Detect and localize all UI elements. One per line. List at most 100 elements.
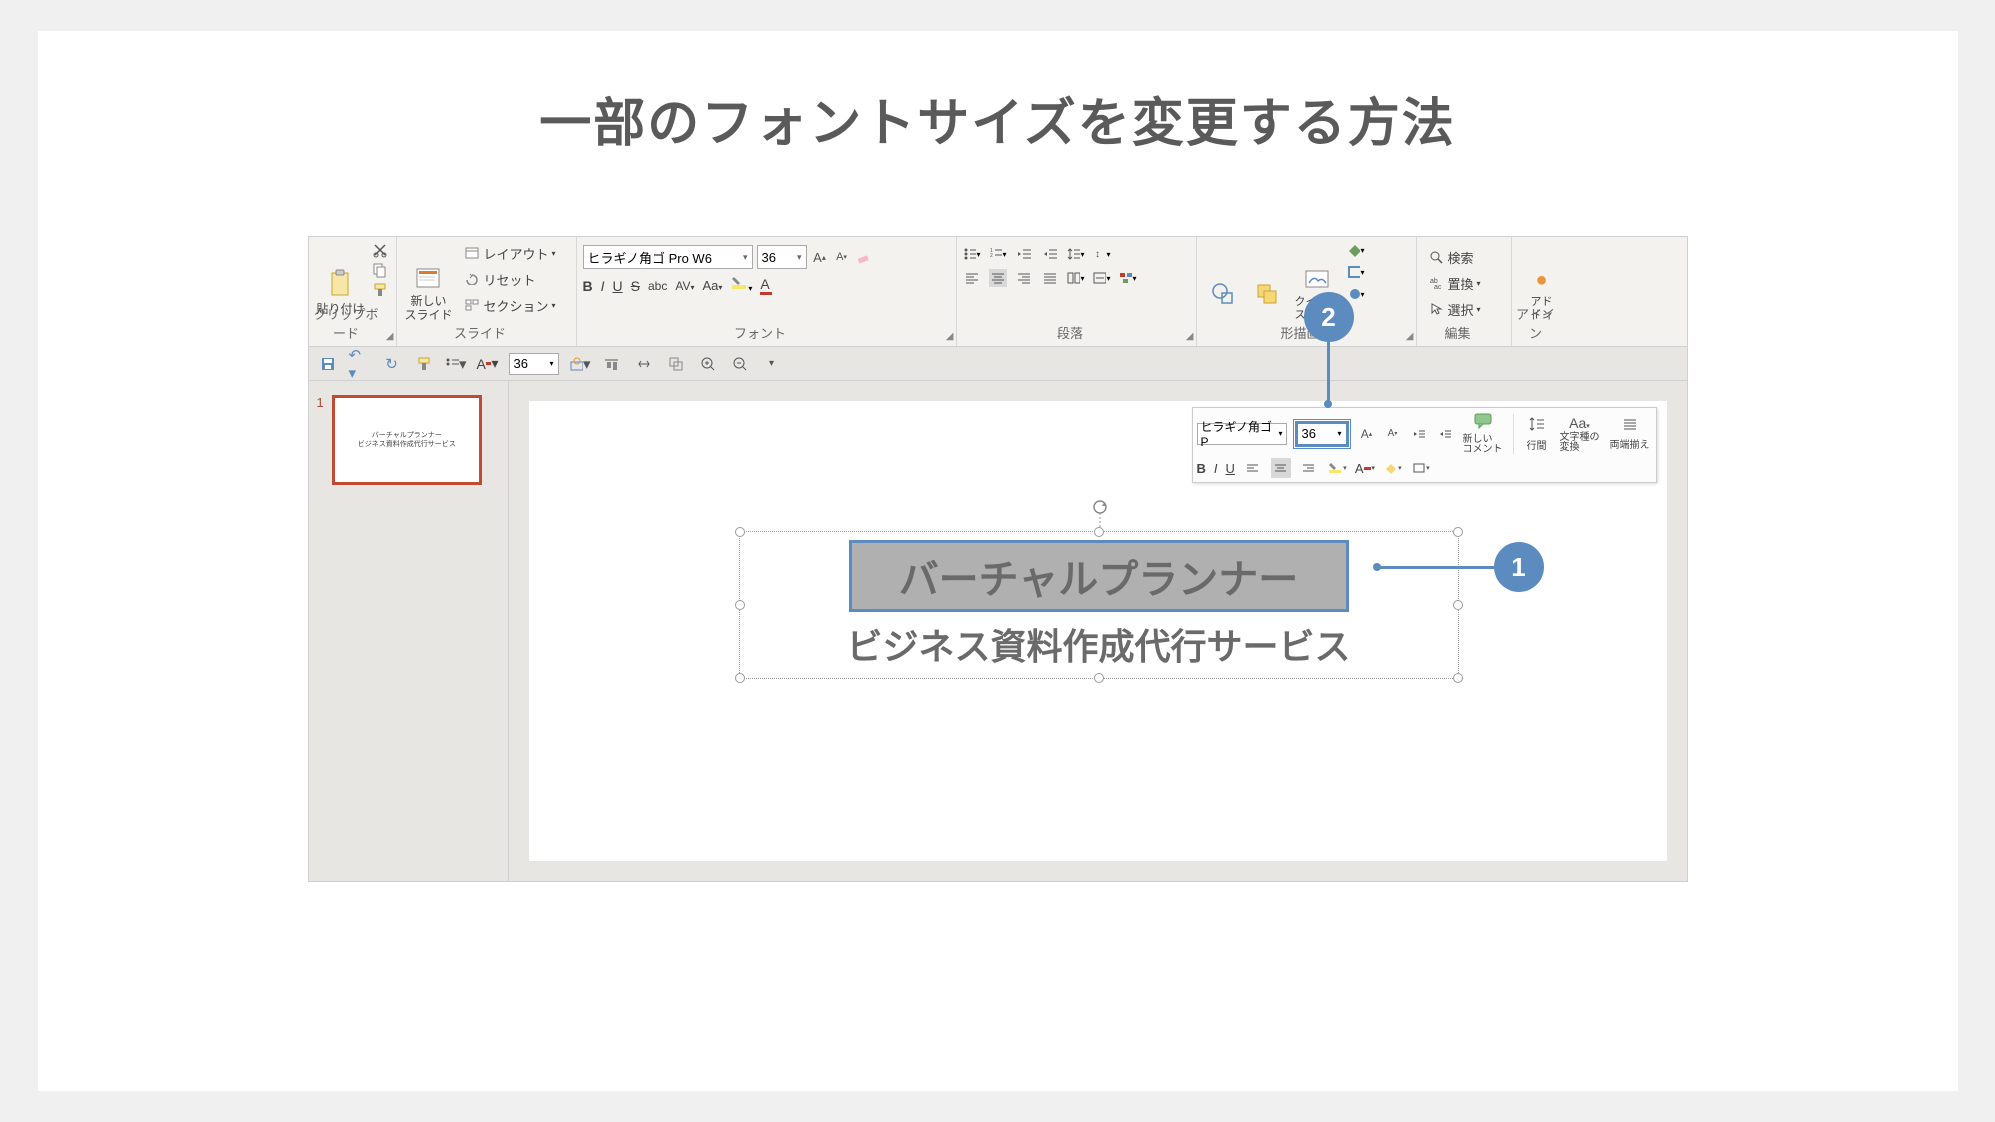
mini-underline-button[interactable]: U — [1226, 461, 1235, 476]
find-button[interactable]: 検索 — [1423, 245, 1505, 269]
clipboard-group-label: クリップボード — [309, 302, 384, 344]
mini-decrease-indent-icon[interactable] — [1409, 424, 1429, 444]
resize-handle[interactable] — [735, 600, 745, 610]
italic-button[interactable]: I — [601, 278, 605, 294]
ribbon-group-slides: 新しい スライド レイアウト▾ リセット セクション▾ スライド — [397, 237, 577, 346]
layout-button[interactable]: レイアウト▾ — [459, 241, 560, 265]
increase-font-icon[interactable]: A▴ — [811, 248, 829, 266]
align-left-icon[interactable] — [963, 269, 981, 287]
numbering-icon[interactable]: 12▾ — [989, 245, 1007, 263]
bullets-qat-icon[interactable]: ▾ — [445, 353, 467, 375]
resize-handle[interactable] — [1453, 600, 1463, 610]
mini-bold-button[interactable]: B — [1197, 461, 1206, 476]
mini-align-center-icon[interactable] — [1271, 458, 1291, 478]
resize-handle[interactable] — [735, 673, 745, 683]
decrease-font-icon[interactable]: A▾ — [833, 248, 851, 266]
slide-canvas[interactable]: ヒラギノ角ゴ P▾ 36▾ A▴ A▾ 新しい コメント — [529, 401, 1667, 861]
mini-line-spacing-button[interactable]: 行間 — [1522, 416, 1552, 452]
align-center-icon[interactable] — [989, 269, 1007, 287]
font-color-button[interactable]: A — [760, 276, 772, 295]
mini-highlight-icon[interactable]: ▾ — [1327, 458, 1347, 478]
reset-button[interactable]: リセット — [459, 267, 560, 291]
format-painter-icon[interactable] — [371, 281, 389, 299]
line-spacing-icon[interactable]: ▾ — [1067, 245, 1085, 263]
more-qat-icon[interactable]: ▾ — [761, 353, 783, 375]
align-qat-icon[interactable] — [601, 353, 623, 375]
align-right-icon[interactable] — [1015, 269, 1033, 287]
callout-two: 2 — [1304, 292, 1354, 342]
distribute-qat-icon[interactable] — [633, 353, 655, 375]
resize-handle[interactable] — [1453, 527, 1463, 537]
resize-handle[interactable] — [1094, 673, 1104, 683]
shadow-button[interactable]: abc — [648, 279, 667, 293]
mini-justify-button[interactable]: 両端揃え — [1608, 417, 1652, 451]
resize-handle[interactable] — [1094, 527, 1104, 537]
rotation-handle-icon[interactable] — [1091, 499, 1107, 515]
clear-format-icon[interactable] — [855, 248, 873, 266]
mini-decrease-font-icon[interactable]: A▾ — [1383, 424, 1403, 444]
font-color-qat-icon[interactable]: A ▾ — [477, 353, 499, 375]
mini-align-right-icon[interactable] — [1299, 458, 1319, 478]
align-text-icon[interactable]: ▾ — [1093, 269, 1111, 287]
bold-button[interactable]: B — [583, 278, 593, 294]
highlight-button[interactable]: ▾ — [730, 275, 752, 296]
mini-increase-indent-icon[interactable] — [1435, 424, 1455, 444]
replace-button[interactable]: abac置換▾ — [1423, 271, 1505, 295]
section-button[interactable]: セクション▾ — [459, 293, 560, 317]
strike-button[interactable]: S — [631, 278, 640, 294]
new-slide-icon — [415, 265, 443, 293]
group-qat-icon[interactable] — [665, 353, 687, 375]
mini-increase-font-icon[interactable]: A▴ — [1357, 424, 1377, 444]
select-button[interactable]: 選択▾ — [1423, 297, 1505, 321]
save-icon[interactable] — [317, 353, 339, 375]
mini-shape-fill-icon[interactable]: ▾ — [1383, 458, 1403, 478]
char-spacing-button[interactable]: AV▾ — [675, 279, 694, 293]
smartart-icon[interactable]: ▾ — [1119, 269, 1137, 287]
mini-font-name-select[interactable]: ヒラギノ角ゴ P▾ — [1197, 423, 1287, 445]
zoom-in-icon[interactable] — [697, 353, 719, 375]
increase-indent-icon[interactable] — [1041, 245, 1059, 263]
text-direction-icon[interactable]: ↕▾ — [1093, 245, 1111, 263]
shape-outline-icon[interactable]: ▾ — [1347, 263, 1365, 281]
selected-text[interactable]: バーチャルプランナー — [849, 540, 1349, 612]
columns-icon[interactable]: ▾ — [1067, 269, 1085, 287]
underline-button[interactable]: U — [613, 278, 623, 294]
mini-shape-outline-icon[interactable]: ▾ — [1411, 458, 1431, 478]
section-icon — [463, 296, 481, 314]
font-expand-icon[interactable]: ◢ — [946, 331, 954, 342]
resize-handle[interactable] — [735, 527, 745, 537]
mini-italic-button[interactable]: I — [1214, 461, 1218, 476]
change-case-button[interactable]: Aa▾ — [702, 278, 722, 293]
shape-fill-icon[interactable]: ▾ — [1347, 241, 1365, 259]
resize-handle[interactable] — [1453, 673, 1463, 683]
shape-effects-icon[interactable]: ▾ — [1347, 285, 1365, 303]
shapes-qat-icon[interactable]: ▾ — [569, 353, 591, 375]
redo-icon[interactable]: ↻ — [381, 353, 403, 375]
cut-icon[interactable] — [371, 241, 389, 259]
copy-icon[interactable] — [371, 261, 389, 279]
undo-icon[interactable]: ↶ ▾ — [349, 353, 371, 375]
subtitle-text[interactable]: ビジネス資料作成代行サービス — [740, 618, 1458, 670]
slide-thumbnail[interactable]: 1 バーチャルプランナー ビジネス資料作成代行サービス — [317, 395, 500, 485]
ribbon-group-font: ヒラギノ角ゴ Pro W6▾ 36▾ A▴ A▾ B I U S abc AV▾… — [577, 237, 957, 346]
justify-icon[interactable] — [1041, 269, 1059, 287]
editing-group-label: 編集 — [1417, 321, 1499, 344]
paragraph-expand-icon[interactable]: ◢ — [1186, 331, 1194, 342]
mini-font-size-select[interactable]: 36▾ — [1295, 421, 1349, 447]
font-name-select[interactable]: ヒラギノ角ゴ Pro W6▾ — [583, 245, 753, 269]
decrease-indent-icon[interactable] — [1015, 245, 1033, 263]
select-icon — [1427, 300, 1445, 318]
font-size-select[interactable]: 36▾ — [757, 245, 807, 269]
font-size-qat-input[interactable]: 36▾ — [509, 353, 559, 375]
clipboard-expand-icon[interactable]: ◢ — [386, 331, 394, 342]
mini-align-left-icon[interactable] — [1243, 458, 1263, 478]
textbox[interactable]: バーチャルプランナー ビジネス資料作成代行サービス — [739, 531, 1459, 679]
callout-two-line — [1327, 342, 1330, 402]
bullets-icon[interactable]: ▾ — [963, 245, 981, 263]
drawing-expand-icon[interactable]: ◢ — [1406, 331, 1414, 342]
mini-text-direction-button[interactable]: Aa▾ 文字種の 変換 — [1558, 415, 1602, 453]
mini-new-comment-button[interactable]: 新しい コメント — [1461, 412, 1505, 455]
mini-font-color-icon[interactable]: A▾ — [1355, 458, 1375, 478]
format-painter-qat-icon[interactable] — [413, 353, 435, 375]
zoom-out-icon[interactable] — [729, 353, 751, 375]
